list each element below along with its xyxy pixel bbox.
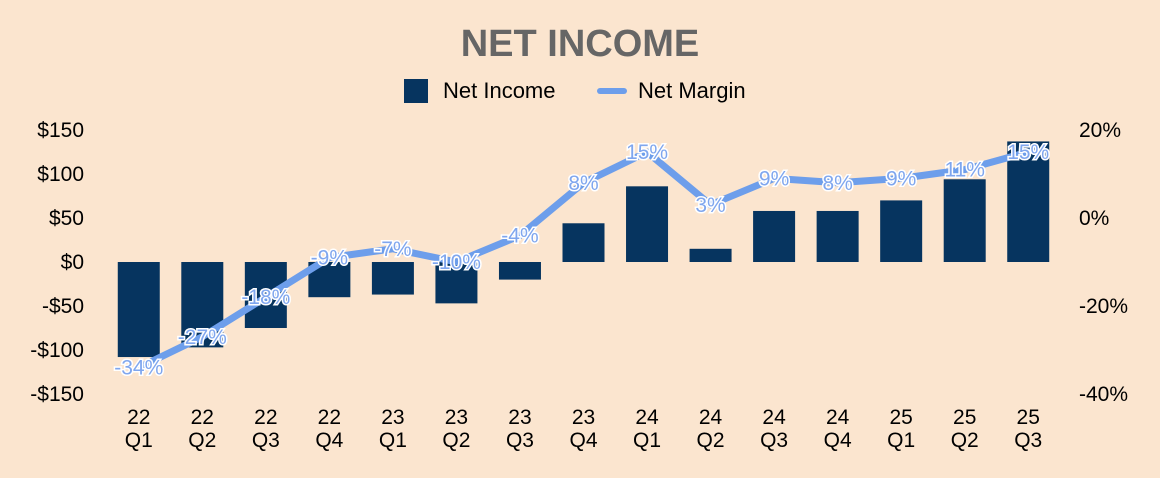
y-left-tick-label: $0 [61,251,84,274]
bar-net-income [435,262,478,304]
x-tick-label-year: 24 [635,406,659,429]
y-left-tick-label: $150 [37,119,84,142]
x-tick-label-quarter: Q3 [252,429,280,452]
y-left-tick-label: $50 [49,207,84,230]
x-tick-label-year: 23 [445,406,468,429]
legend: Net Income Net Margin [404,78,746,103]
bar-net-income [562,223,605,262]
bar-net-income [816,210,859,262]
net-margin-data-label: -9% [311,247,348,270]
chart-title: NET INCOME [461,23,700,65]
x-tick-label-year: 24 [826,406,850,429]
bar-net-income [880,200,923,262]
bar-net-income [371,262,414,295]
x-tick-label-quarter: Q3 [506,429,534,452]
line-net-margin: -34% -27% -18% -9% -7% -10% -4% 8% 15% 3% 9% 8% 9% 11… [113,140,1051,382]
x-tick-label-year: 25 [889,406,912,429]
x-tick-label-quarter: Q2 [951,429,979,452]
bar-net-income [689,248,732,262]
net-margin-data-label: -27% [178,326,227,349]
net-margin-data-label: 8% [822,172,852,195]
x-axis: 22Q122Q222Q322Q423Q123Q223Q323Q424Q124Q2… [125,406,1042,452]
x-tick-label-quarter: Q3 [1014,429,1042,452]
x-tick-label-year: 24 [762,406,786,429]
net-margin-data-label: 11% [944,159,984,182]
bar-net-income [498,262,541,280]
y-axis-left: $150 $100 $50 $0 -$50 -$100 -$150 [30,119,84,406]
net-margin-data-label: 9% [886,167,916,190]
net-margin-data-label: 15% [626,141,668,164]
x-tick-label-quarter: Q1 [633,429,661,452]
legend-swatch-net-income [404,79,428,103]
x-tick-label-quarter: Q1 [379,429,407,452]
bar-net-income [943,179,986,262]
x-tick-label-year: 22 [127,406,150,429]
y-left-tick-label: -$150 [30,383,84,406]
net-margin-data-label: 15% [1007,141,1049,164]
net-margin-data-label: 9% [759,167,789,190]
x-tick-label-quarter: Q1 [887,429,915,452]
x-tick-label-quarter: Q2 [697,429,725,452]
net-margin-data-label: -4% [501,225,538,248]
y-right-tick-label: 0% [1079,207,1109,230]
y-right-tick-label: -20% [1079,295,1128,318]
y-left-tick-label: -$50 [42,295,84,318]
x-tick-label-quarter: Q2 [442,429,470,452]
x-tick-label-year: 22 [191,406,214,429]
x-tick-label-year: 23 [381,406,404,429]
x-tick-label-quarter: Q4 [315,429,343,452]
x-tick-label-year: 22 [318,406,341,429]
x-tick-label-quarter: Q2 [188,429,216,452]
x-tick-label-year: 24 [699,406,723,429]
x-tick-label-quarter: Q4 [569,429,597,452]
y-right-tick-label: 20% [1079,119,1121,142]
x-tick-label-quarter: Q3 [760,429,788,452]
bar-net-income [1007,141,1050,262]
y-left-tick-label: -$100 [30,339,84,362]
x-tick-label-quarter: Q1 [125,429,153,452]
x-tick-label-year: 25 [953,406,976,429]
legend-label-net-income: Net Income [443,78,556,103]
net-margin-data-label: 8% [568,172,598,195]
y-right-tick-label: -40% [1079,383,1128,406]
bar-net-income [117,262,160,358]
x-tick-label-year: 22 [254,406,277,429]
x-tick-label-quarter: Q4 [824,429,852,452]
net-margin-data-label: -7% [374,238,411,261]
y-axis-right: 20% 0% -20% -40% [1079,119,1128,406]
bars-net-income [117,141,1050,358]
net-margin-data-label: -18% [241,286,290,309]
net-margin-data-label: -10% [432,251,481,274]
net-margin-data-label: 3% [695,194,725,217]
x-tick-label-year: 23 [572,406,595,429]
x-tick-label-year: 25 [1017,406,1040,429]
bar-net-income [626,186,669,262]
legend-label-net-margin: Net Margin [638,78,746,103]
x-tick-label-year: 23 [508,406,531,429]
net-margin-line [135,148,1032,372]
bar-net-income [753,210,796,262]
net-margin-data-label: -34% [114,357,163,380]
y-left-tick-label: $100 [37,163,84,186]
